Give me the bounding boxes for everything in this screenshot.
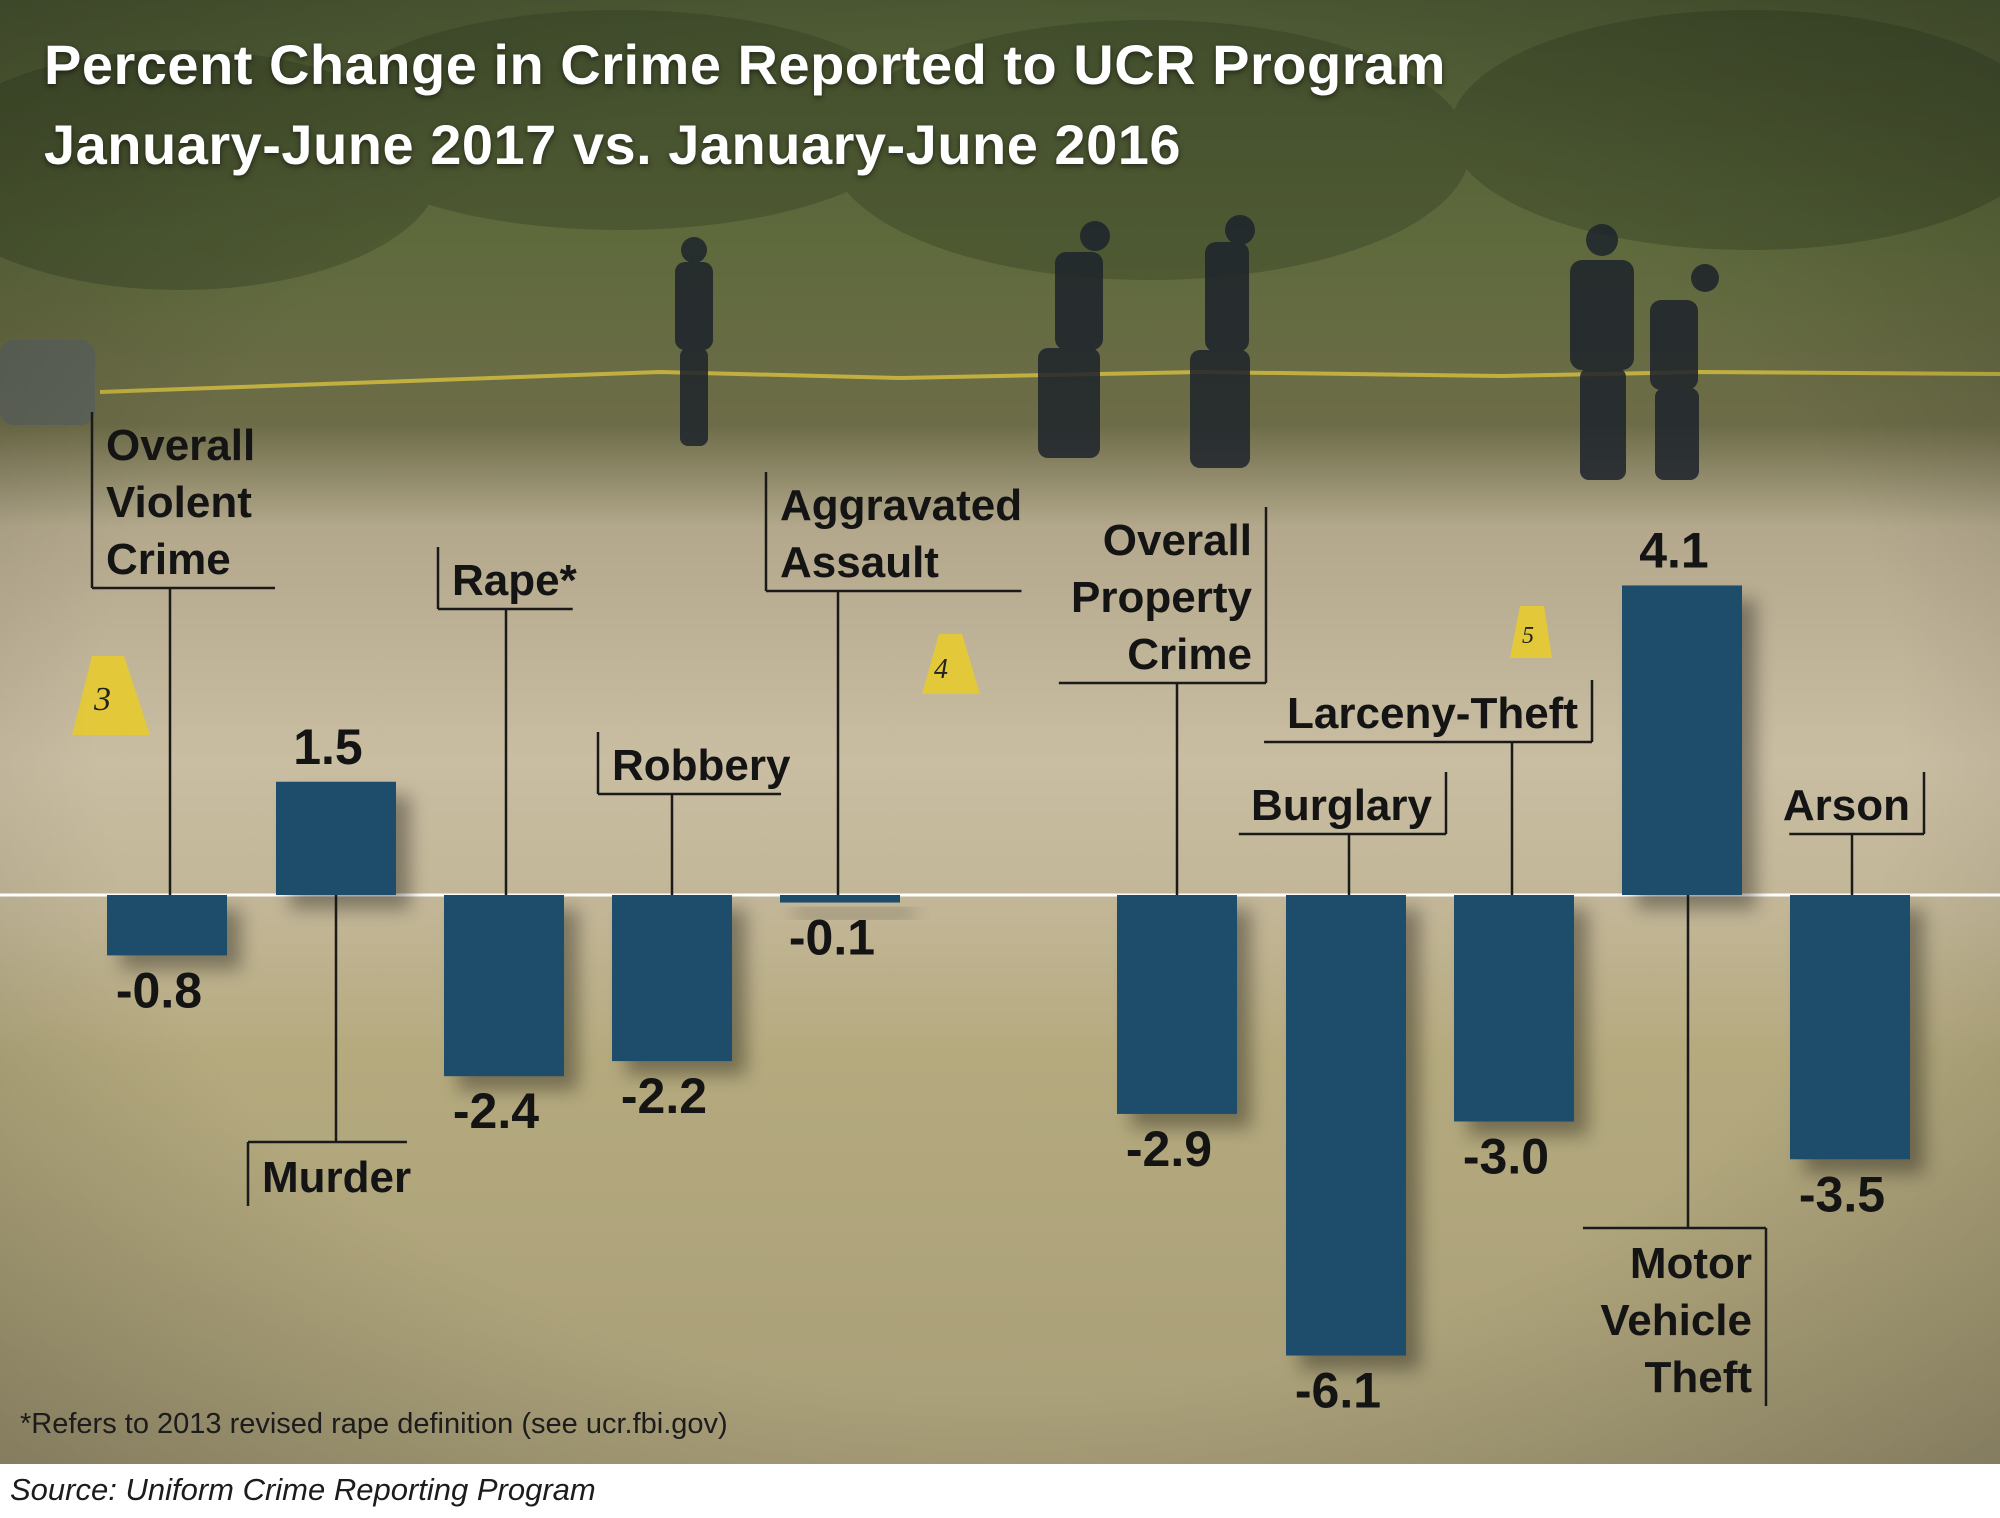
value-label: 4.1 bbox=[1639, 522, 1709, 578]
bar-7 bbox=[1286, 895, 1406, 1356]
category-label: Overall bbox=[106, 421, 255, 470]
value-label: -2.4 bbox=[453, 1083, 539, 1139]
footnote: *Refers to 2013 revised rape definition … bbox=[20, 1408, 728, 1440]
chart-title-line-2: January-June 2017 vs. January-June 2016 bbox=[44, 113, 1182, 176]
bar-10 bbox=[1790, 895, 1910, 1160]
chart-title-line-1: Percent Change in Crime Reported to UCR … bbox=[44, 33, 1446, 96]
value-label: -6.1 bbox=[1295, 1363, 1381, 1419]
bar-chart: -0.8 1.5 -2.4 -2.2 -0.1 -2.9 -6.1 -3.0 4.1 -3.5 Ov… bbox=[90, 412, 1926, 1419]
category-label: Aggravated bbox=[780, 481, 1022, 530]
category-label: Assault bbox=[780, 538, 939, 587]
category-label: Burglary bbox=[1251, 781, 1432, 830]
category-label: Theft bbox=[1644, 1353, 1752, 1402]
bar-1 bbox=[107, 895, 227, 956]
bar-4 bbox=[612, 895, 732, 1062]
value-label: 1.5 bbox=[293, 719, 363, 775]
bar-9 bbox=[1622, 585, 1742, 895]
category-label: Crime bbox=[1127, 630, 1252, 679]
footer-strip bbox=[0, 1464, 2000, 1518]
category-label: Crime bbox=[106, 535, 231, 584]
bar-5 bbox=[780, 895, 900, 903]
source-note: Source: Uniform Crime Reporting Program bbox=[10, 1472, 596, 1507]
category-label: Vehicle bbox=[1600, 1296, 1752, 1345]
category-label: Arson bbox=[1783, 781, 1910, 830]
bar-6 bbox=[1117, 895, 1237, 1114]
category-label: Overall bbox=[1103, 516, 1252, 565]
value-label: -2.9 bbox=[1126, 1121, 1212, 1177]
category-label: Larceny-Theft bbox=[1287, 689, 1578, 738]
value-label: -3.0 bbox=[1463, 1129, 1549, 1185]
category-label: Motor bbox=[1630, 1239, 1752, 1288]
bar-2 bbox=[276, 781, 396, 895]
value-label: -0.1 bbox=[789, 910, 875, 966]
category-label: Murder bbox=[262, 1153, 411, 1202]
bar-3 bbox=[444, 895, 564, 1077]
value-label: -3.5 bbox=[1799, 1166, 1885, 1222]
bar-shadow bbox=[794, 909, 914, 917]
value-label: -2.2 bbox=[621, 1068, 707, 1124]
bar-8 bbox=[1454, 895, 1574, 1122]
category-label: Rape* bbox=[452, 556, 578, 605]
category-label: Robbery bbox=[612, 741, 791, 790]
value-label: -0.8 bbox=[116, 962, 202, 1018]
category-label: Violent bbox=[106, 478, 252, 527]
category-label: Property bbox=[1071, 573, 1252, 622]
